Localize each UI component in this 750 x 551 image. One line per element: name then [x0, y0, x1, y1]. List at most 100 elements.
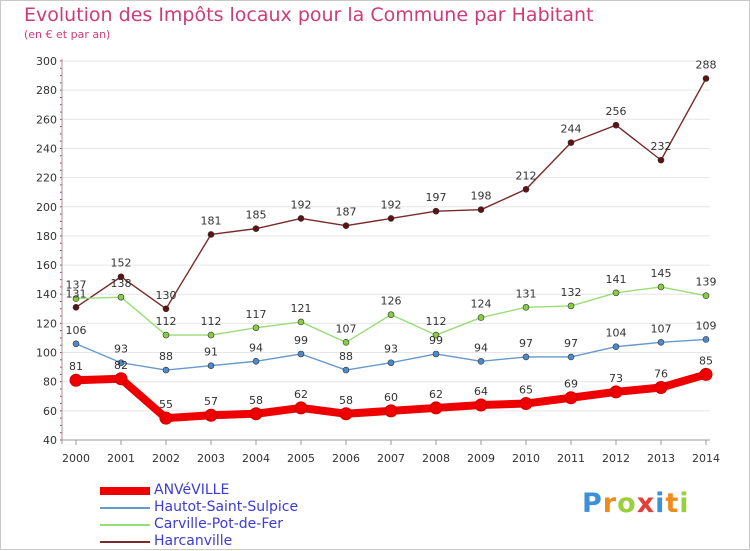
data-label: 212: [516, 169, 537, 182]
legend-item-carville-pot-de-fer[interactable]: Carville-Pot-de-Fer: [100, 516, 360, 534]
x-tick-label: 2014: [692, 452, 720, 465]
data-label: 65: [519, 384, 533, 397]
logo-letter: t: [665, 488, 680, 519]
data-point: [294, 401, 308, 415]
data-point: [297, 318, 305, 326]
chart-title: Evolution des Impôts locaux pour la Comm…: [24, 4, 594, 26]
data-point: [252, 324, 260, 332]
series-anv-ville: [69, 367, 713, 425]
data-point: [72, 295, 80, 302]
data-point: [387, 311, 395, 318]
data-label: 82: [114, 359, 128, 372]
legend-swatch-anveville: [100, 487, 150, 495]
data-point: [252, 357, 260, 365]
data-point: [477, 206, 485, 213]
data-point: [567, 302, 575, 310]
data-point: [117, 293, 125, 301]
y-tick-label: 260: [36, 113, 57, 126]
legend-swatch-carville-pot-de-fer: [100, 524, 150, 526]
data-label: 152: [111, 257, 132, 270]
x-tick-label: 2005: [287, 452, 315, 465]
legend-item-hautot-saint-sulpice[interactable]: Hautot-Saint-Sulpice: [100, 499, 360, 517]
x-tick-label: 2001: [107, 452, 135, 465]
logo-letter: o: [617, 488, 637, 519]
data-label: 69: [564, 378, 578, 391]
data-label: 93: [114, 343, 128, 356]
data-point: [207, 331, 215, 339]
x-tick-label: 2010: [512, 452, 540, 465]
data-point: [387, 359, 395, 367]
data-label: 288: [696, 58, 717, 71]
data-point: [432, 207, 440, 215]
data-label: 107: [651, 322, 672, 335]
data-label: 138: [111, 277, 132, 290]
data-label: 91: [204, 346, 218, 359]
data-label: 104: [606, 327, 627, 340]
data-label: 62: [429, 388, 443, 401]
x-tick-label: 2013: [647, 452, 675, 465]
line-chart: 40 60 80 100 120 140 160 180 200 220 240 260 280 300 2…: [36, 55, 720, 465]
legend-item-harcanville[interactable]: Harcanville: [100, 533, 360, 551]
data-label: 112: [201, 315, 222, 328]
y-tick-label: 120: [36, 317, 57, 330]
logo-letter: i: [679, 488, 690, 519]
data-label: 93: [384, 343, 398, 356]
data-label: 106: [66, 324, 87, 337]
data-point: [657, 156, 665, 164]
data-label: 94: [474, 341, 488, 354]
data-label: 76: [654, 368, 668, 381]
x-tick-label: 2012: [602, 452, 630, 465]
grid-layer: [62, 60, 710, 441]
data-point: [567, 353, 575, 361]
data-label: 232: [651, 140, 672, 153]
data-point: [429, 401, 443, 415]
data-label: 99: [429, 334, 443, 347]
data-label: 97: [519, 337, 533, 350]
data-label: 187: [336, 206, 357, 219]
data-point: [657, 339, 665, 346]
logo-letter: r: [602, 488, 618, 519]
data-point: [702, 336, 710, 343]
data-label: 58: [339, 394, 353, 407]
data-label: 112: [426, 315, 447, 328]
data-point: [162, 305, 170, 313]
logo-letter: P: [582, 488, 603, 519]
data-label: 112: [156, 315, 177, 328]
y-tick-label: 100: [36, 347, 57, 360]
y-tick-label: 40: [43, 434, 57, 447]
data-point: [654, 381, 668, 395]
data-point: [297, 350, 305, 358]
data-label: 117: [246, 308, 267, 321]
data-point: [207, 362, 215, 369]
data-point: [522, 353, 530, 361]
data-label: 131: [516, 287, 537, 300]
x-tick-label: 2009: [467, 452, 495, 465]
y-tick-label: 60: [43, 405, 57, 418]
data-label: 97: [564, 337, 578, 350]
data-point: [114, 372, 128, 386]
data-label: 141: [606, 273, 627, 286]
y-tick-label: 220: [36, 172, 57, 185]
data-label: 109: [696, 319, 717, 332]
data-label: 131: [66, 287, 87, 300]
series-harcanville: [72, 75, 710, 313]
data-label: 57: [204, 395, 218, 408]
x-tick-label: 2011: [557, 452, 585, 465]
data-label: 137: [66, 279, 87, 292]
data-label: 58: [249, 394, 263, 407]
data-point: [117, 359, 125, 367]
data-point: [204, 408, 218, 422]
data-label: 55: [159, 398, 173, 411]
data-point: [522, 185, 530, 193]
data-point: [117, 273, 125, 281]
y-tick-label: 240: [36, 142, 57, 155]
data-label: 107: [336, 322, 357, 335]
data-label: 124: [471, 298, 492, 311]
data-point: [207, 231, 215, 238]
data-point: [657, 283, 665, 291]
data-label: 192: [381, 198, 402, 211]
data-label-layer: 131 152 130 181 185 192 187 192 197 198 212 244 256 2…: [66, 58, 717, 411]
data-label: 73: [609, 372, 623, 385]
legend-item-anveville[interactable]: ANVéVILLE: [100, 482, 360, 500]
